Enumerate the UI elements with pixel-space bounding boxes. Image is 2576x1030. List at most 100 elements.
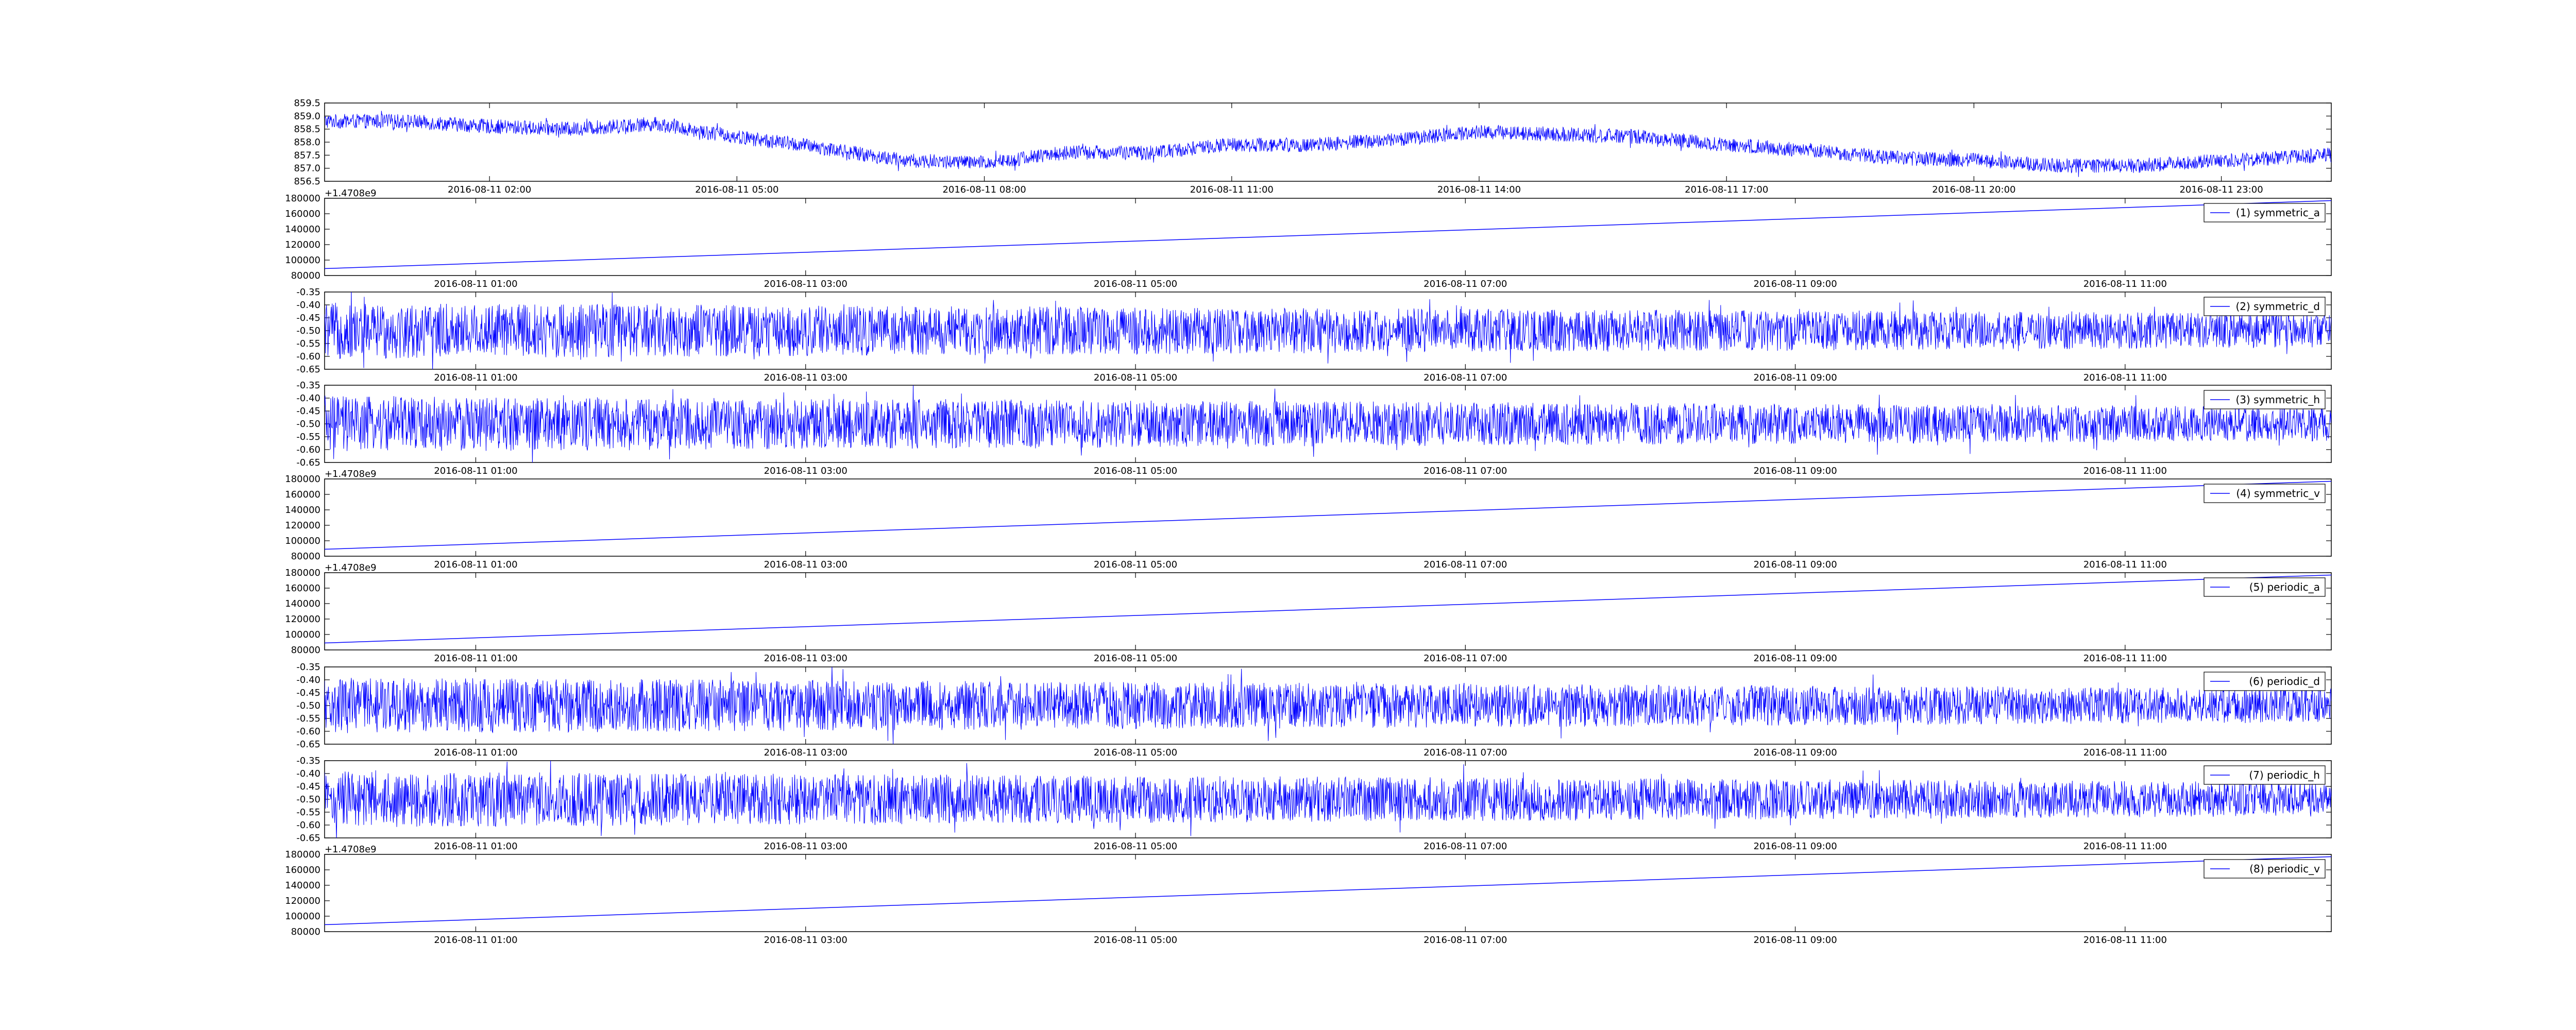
- x-tick-label: 2016-08-11 05:00: [1094, 372, 1177, 383]
- series-line: [325, 292, 2331, 369]
- x-tick-label: 2016-08-11 17:00: [1685, 184, 1768, 195]
- legend: (5) periodic_a: [2204, 577, 2326, 597]
- y-tick-label: 80000: [291, 926, 320, 937]
- legend-box: [2204, 577, 2326, 597]
- y-tick-label: -0.45: [296, 781, 320, 792]
- y-tick-label: 858.0: [294, 137, 320, 148]
- x-tick-label: 2016-08-11 05:00: [1094, 841, 1177, 852]
- panel-4: -0.65 -0.60 -0.55 -0.50 -0.45 -0.40 -0.35 2016-…: [296, 380, 2332, 476]
- y-tick-label: 856.5: [294, 176, 320, 187]
- series-line: [325, 856, 2331, 925]
- y-tick-label: 140000: [285, 224, 320, 235]
- y-tick-label: 180000: [285, 849, 320, 860]
- y-tick-label: -0.40: [296, 393, 320, 404]
- panel-1: 856.5 857.0 857.5 858.0 858.5 859.0 859.5 2016-…: [294, 98, 2332, 195]
- y-tick-label: 100000: [285, 911, 320, 922]
- x-tick-label: 2016-08-11 03:00: [764, 841, 848, 852]
- legend: (1) symmetric_a: [2204, 203, 2326, 222]
- x-tick-label: 2016-08-11 01:00: [434, 372, 517, 383]
- panel-7: -0.65 -0.60 -0.55 -0.50 -0.45 -0.40 -0.35 2016-…: [296, 662, 2332, 758]
- axis-offset-label: +1.4708e9: [325, 844, 377, 855]
- x-tick-label: 2016-08-11 01:00: [434, 841, 517, 852]
- y-tick-label: -0.60: [296, 444, 320, 455]
- y-tick-label: -0.35: [296, 380, 320, 391]
- y-tick-label: -0.55: [296, 713, 320, 724]
- y-tick-label: -0.40: [296, 300, 320, 311]
- x-tick-label: 2016-08-11 05:00: [1094, 466, 1177, 476]
- x-tick-label: 2016-08-11 11:00: [2083, 653, 2167, 664]
- y-tick-label: 859.5: [294, 98, 320, 109]
- x-tick-label: 2016-08-11 07:00: [1423, 559, 1507, 570]
- legend: (2) symmetric_d: [2204, 297, 2326, 316]
- y-tick-label: 140000: [285, 880, 320, 891]
- y-tick-label: -0.65: [296, 739, 320, 750]
- legend: (8) periodic_v: [2204, 859, 2326, 879]
- y-tick-label: 160000: [285, 583, 320, 594]
- x-tick-label: 2016-08-11 07:00: [1423, 466, 1507, 476]
- x-tick-label: 2016-08-11 07:00: [1423, 372, 1507, 383]
- x-tick-label: 2016-08-11 03:00: [764, 372, 848, 383]
- x-tick-label: 2016-08-11 09:00: [1753, 841, 1837, 852]
- y-tick-label: 858.5: [294, 124, 320, 135]
- y-tick-label: 857.5: [294, 150, 320, 161]
- x-tick-label: 2016-08-11 09:00: [1753, 935, 1837, 946]
- y-tick-label: -0.60: [296, 351, 320, 362]
- y-tick-label: -0.60: [296, 820, 320, 831]
- x-tick-label: 2016-08-11 01:00: [434, 466, 517, 476]
- y-tick-label: 80000: [291, 551, 320, 562]
- y-tick-label: 160000: [285, 209, 320, 219]
- y-tick-label: -0.60: [296, 726, 320, 737]
- x-tick-label: 2016-08-11 09:00: [1753, 747, 1837, 758]
- y-tick-label: 100000: [285, 536, 320, 546]
- y-tick-label: -0.55: [296, 432, 320, 442]
- y-tick-label: -0.35: [296, 287, 320, 298]
- x-tick-label: 2016-08-11 05:00: [1094, 935, 1177, 946]
- x-tick-label: 2016-08-11 09:00: [1753, 372, 1837, 383]
- legend-label: (2) symmetric_d: [2235, 300, 2320, 313]
- x-tick-label: 2016-08-11 09:00: [1753, 279, 1837, 289]
- x-tick-label: 2016-08-11 05:00: [695, 184, 778, 195]
- x-tick-label: 2016-08-11 11:00: [2083, 841, 2167, 852]
- panel-9: 80000 100000 120000 140000 160000 180000 2016-…: [285, 844, 2332, 946]
- x-tick-label: 2016-08-11 07:00: [1423, 279, 1507, 289]
- axes-frame: [324, 854, 2332, 932]
- y-tick-label: 120000: [285, 520, 320, 531]
- x-tick-label: 2016-08-11 02:00: [448, 184, 531, 195]
- x-tick-label: 2016-08-11 09:00: [1753, 466, 1837, 476]
- legend: (3) symmetric_h: [2204, 390, 2326, 409]
- y-tick-label: -0.55: [296, 338, 320, 349]
- series-line: [325, 385, 2331, 462]
- x-tick-label: 2016-08-11 11:00: [2083, 372, 2167, 383]
- x-tick-label: 2016-08-11 03:00: [764, 279, 848, 289]
- x-tick-label: 2016-08-11 07:00: [1423, 841, 1507, 852]
- legend-label: (6) periodic_d: [2249, 675, 2320, 688]
- axes-frame: [324, 102, 2332, 182]
- x-tick-label: 2016-08-11 05:00: [1094, 747, 1177, 758]
- panel-6: 80000 100000 120000 140000 160000 180000 2016-…: [285, 562, 2332, 664]
- y-tick-label: -0.65: [296, 364, 320, 375]
- x-tick-label: 2016-08-11 20:00: [1932, 184, 2015, 195]
- y-tick-label: -0.50: [296, 794, 320, 805]
- x-tick-label: 2016-08-11 01:00: [434, 653, 517, 664]
- y-tick-label: 80000: [291, 270, 320, 281]
- x-tick-label: 2016-08-11 11:00: [2083, 559, 2167, 570]
- y-tick-label: -0.40: [296, 768, 320, 779]
- y-tick-label: -0.65: [296, 833, 320, 844]
- y-tick-label: 180000: [285, 193, 320, 204]
- x-tick-label: 2016-08-11 03:00: [764, 466, 848, 476]
- x-tick-label: 2016-08-11 01:00: [434, 279, 517, 289]
- series-line: [325, 200, 2331, 269]
- x-tick-label: 2016-08-11 01:00: [434, 935, 517, 946]
- x-tick-label: 2016-08-11 08:00: [942, 184, 1026, 195]
- x-tick-label: 2016-08-11 11:00: [2083, 935, 2167, 946]
- legend-label: (5) periodic_a: [2249, 581, 2320, 593]
- axes-frame: [324, 198, 2332, 276]
- legend: (7) periodic_h: [2204, 765, 2326, 785]
- x-tick-label: 2016-08-11 03:00: [764, 935, 848, 946]
- y-tick-label: -0.45: [296, 313, 320, 323]
- y-tick-label: 100000: [285, 629, 320, 640]
- y-tick-label: 140000: [285, 505, 320, 516]
- x-tick-label: 2016-08-11 03:00: [764, 653, 848, 664]
- x-tick-label: 2016-08-11 11:00: [1190, 184, 1274, 195]
- y-tick-label: -0.45: [296, 406, 320, 417]
